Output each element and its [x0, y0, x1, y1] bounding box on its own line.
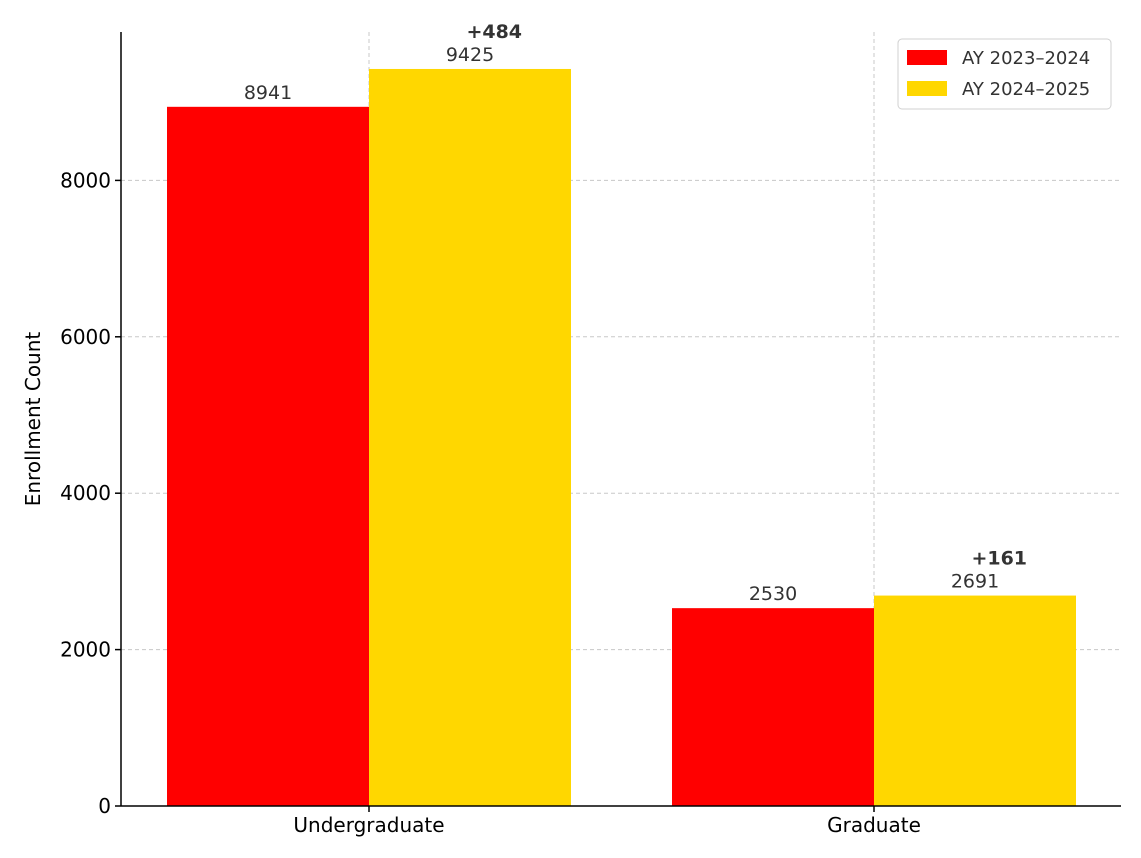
bar	[874, 595, 1076, 806]
bar-value-label: 2691	[951, 571, 999, 593]
bars	[167, 68, 1076, 807]
bar	[672, 608, 874, 806]
data-labels: 8941 2530 9425 2691 +484 +161	[244, 21, 1027, 605]
legend[interactable]: AY 2023–2024 AY 2024–2025	[897, 38, 1112, 110]
y-tick-label: 2000	[60, 638, 111, 662]
legend-swatch-series-1	[907, 50, 947, 65]
bar	[369, 68, 571, 807]
ticks: 0 2000 4000 6000 8000 Undergraduate Graduate	[60, 168, 921, 837]
bar-value-label: 2530	[749, 583, 797, 605]
x-tick-label: Undergraduate	[293, 813, 444, 837]
y-tick-label: 4000	[60, 481, 111, 505]
x-tick-label: Graduate	[827, 813, 921, 837]
bar-value-label: 9425	[446, 44, 494, 66]
legend-frame	[897, 38, 1112, 110]
legend-label-series-2: AY 2024–2025	[962, 79, 1090, 100]
axes	[120, 32, 1121, 807]
delta-label: +484	[466, 21, 522, 43]
legend-label-series-1: AY 2023–2024	[962, 48, 1090, 69]
y-tick-label: 0	[98, 794, 111, 818]
y-tick-label: 8000	[60, 168, 111, 192]
y-axis-title: Enrollment Count	[21, 332, 45, 507]
y-tick-label: 6000	[60, 325, 111, 349]
delta-label: +161	[971, 548, 1027, 570]
bar	[167, 106, 369, 807]
legend-swatch-series-2	[907, 81, 947, 96]
bar-value-label: 8941	[244, 82, 292, 104]
